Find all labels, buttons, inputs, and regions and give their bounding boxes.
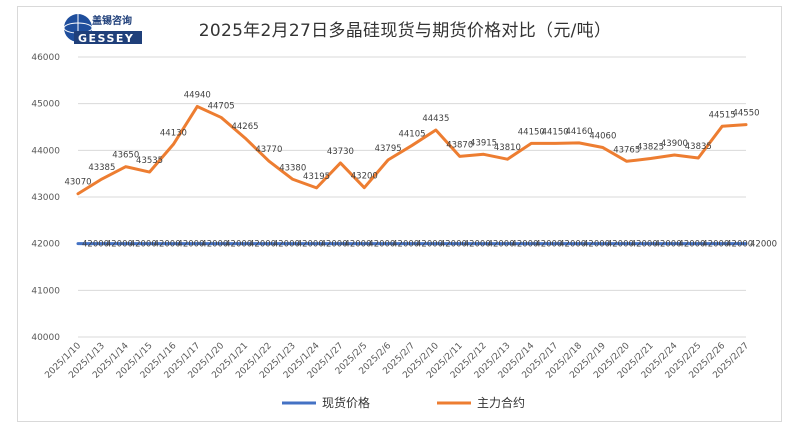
y-tick-label: 45000 — [31, 100, 60, 110]
data-label: 43810 — [494, 143, 521, 153]
data-label: 42000 — [559, 240, 586, 250]
data-label: 42000 — [368, 240, 395, 250]
data-label: 42000 — [655, 240, 682, 250]
data-label: 43765 — [613, 145, 640, 155]
y-axis-ticks: 40000 41000 42000 43000 44000 45000 46000 — [31, 53, 60, 343]
data-label: 42000 — [440, 240, 467, 250]
data-label: 44150 — [542, 127, 569, 137]
data-label: 43200 — [351, 172, 378, 182]
data-label: 44550 — [732, 109, 759, 119]
data-label: 43730 — [327, 147, 354, 157]
data-label: 43825 — [637, 143, 664, 153]
y-tick-label: 42000 — [31, 240, 60, 250]
data-label: 42000 — [225, 240, 252, 250]
data-label: 42000 — [488, 240, 515, 250]
data-label: 42000 — [416, 240, 443, 250]
data-label: 42000 — [249, 240, 276, 250]
data-label: 43915 — [470, 138, 497, 148]
chart-frame — [17, 6, 782, 422]
data-label: 42000 — [678, 240, 705, 250]
data-label: 44130 — [160, 128, 187, 138]
y-tick-label: 43000 — [31, 193, 60, 203]
brand-logo: 盖锡咨询 GESSEY — [62, 10, 144, 46]
data-label: 44150 — [518, 127, 545, 137]
data-label: 43870 — [446, 140, 473, 150]
data-label: 43535 — [136, 156, 163, 166]
data-label: 42000 — [750, 240, 777, 250]
logo-en-text: GESSEY — [78, 32, 134, 45]
y-tick-label: 40000 — [31, 333, 60, 343]
data-label: 42000 — [726, 240, 753, 250]
data-label: 43385 — [88, 163, 115, 173]
data-label: 44265 — [231, 122, 258, 132]
data-label: 43770 — [255, 145, 282, 155]
data-label: 42000 — [464, 240, 491, 250]
data-label: 44060 — [589, 132, 616, 142]
data-label: 43070 — [64, 178, 91, 188]
data-label: 43835 — [685, 142, 712, 152]
data-label: 42000 — [607, 240, 634, 250]
data-label: 42000 — [154, 240, 181, 250]
legend: 现货价格 主力合约 — [282, 395, 525, 410]
data-label: 43380 — [279, 163, 306, 173]
data-label: 44515 — [709, 110, 736, 120]
logo-cn-text: 盖锡咨询 — [92, 14, 132, 27]
legend-label: 主力合约 — [477, 395, 525, 410]
data-label: 42000 — [106, 240, 133, 250]
data-label: 43195 — [303, 172, 330, 182]
data-label: 44940 — [184, 90, 211, 100]
data-label: 42000 — [702, 240, 729, 250]
data-label: 42000 — [583, 240, 610, 250]
data-label: 42000 — [535, 240, 562, 250]
data-label: 42000 — [631, 240, 658, 250]
data-label: 44105 — [398, 129, 425, 139]
data-label: 43795 — [375, 144, 402, 154]
data-label: 44435 — [422, 114, 449, 124]
data-label: 42000 — [201, 240, 228, 250]
data-label: 42000 — [297, 240, 324, 250]
data-label: 42000 — [177, 240, 204, 250]
series-lines — [76, 104, 748, 246]
data-label: 42000 — [344, 240, 371, 250]
data-label: 42000 — [511, 240, 538, 250]
data-label: 43900 — [661, 139, 688, 149]
data-label: 42000 — [82, 240, 109, 250]
chart-title: 2025年2月27日多晶硅现货与期货价格对比（元/吨） — [198, 21, 612, 41]
data-label: 44160 — [565, 127, 592, 137]
data-label: 42000 — [392, 240, 419, 250]
data-labels: 4200042000420004200042000420004200042000… — [64, 90, 777, 249]
data-label: 43650 — [112, 151, 139, 161]
x-axis-ticks: 2025/1/102025/1/132025/1/142025/1/152025… — [43, 341, 751, 381]
y-tick-label: 46000 — [31, 53, 60, 63]
gridlines — [78, 56, 746, 338]
data-label: 42000 — [321, 240, 348, 250]
data-label: 42000 — [130, 240, 157, 250]
y-tick-label: 44000 — [31, 146, 60, 156]
data-label: 44705 — [208, 101, 235, 111]
legend-label: 现货价格 — [322, 395, 370, 410]
y-tick-label: 41000 — [31, 286, 60, 296]
data-label: 42000 — [273, 240, 300, 250]
